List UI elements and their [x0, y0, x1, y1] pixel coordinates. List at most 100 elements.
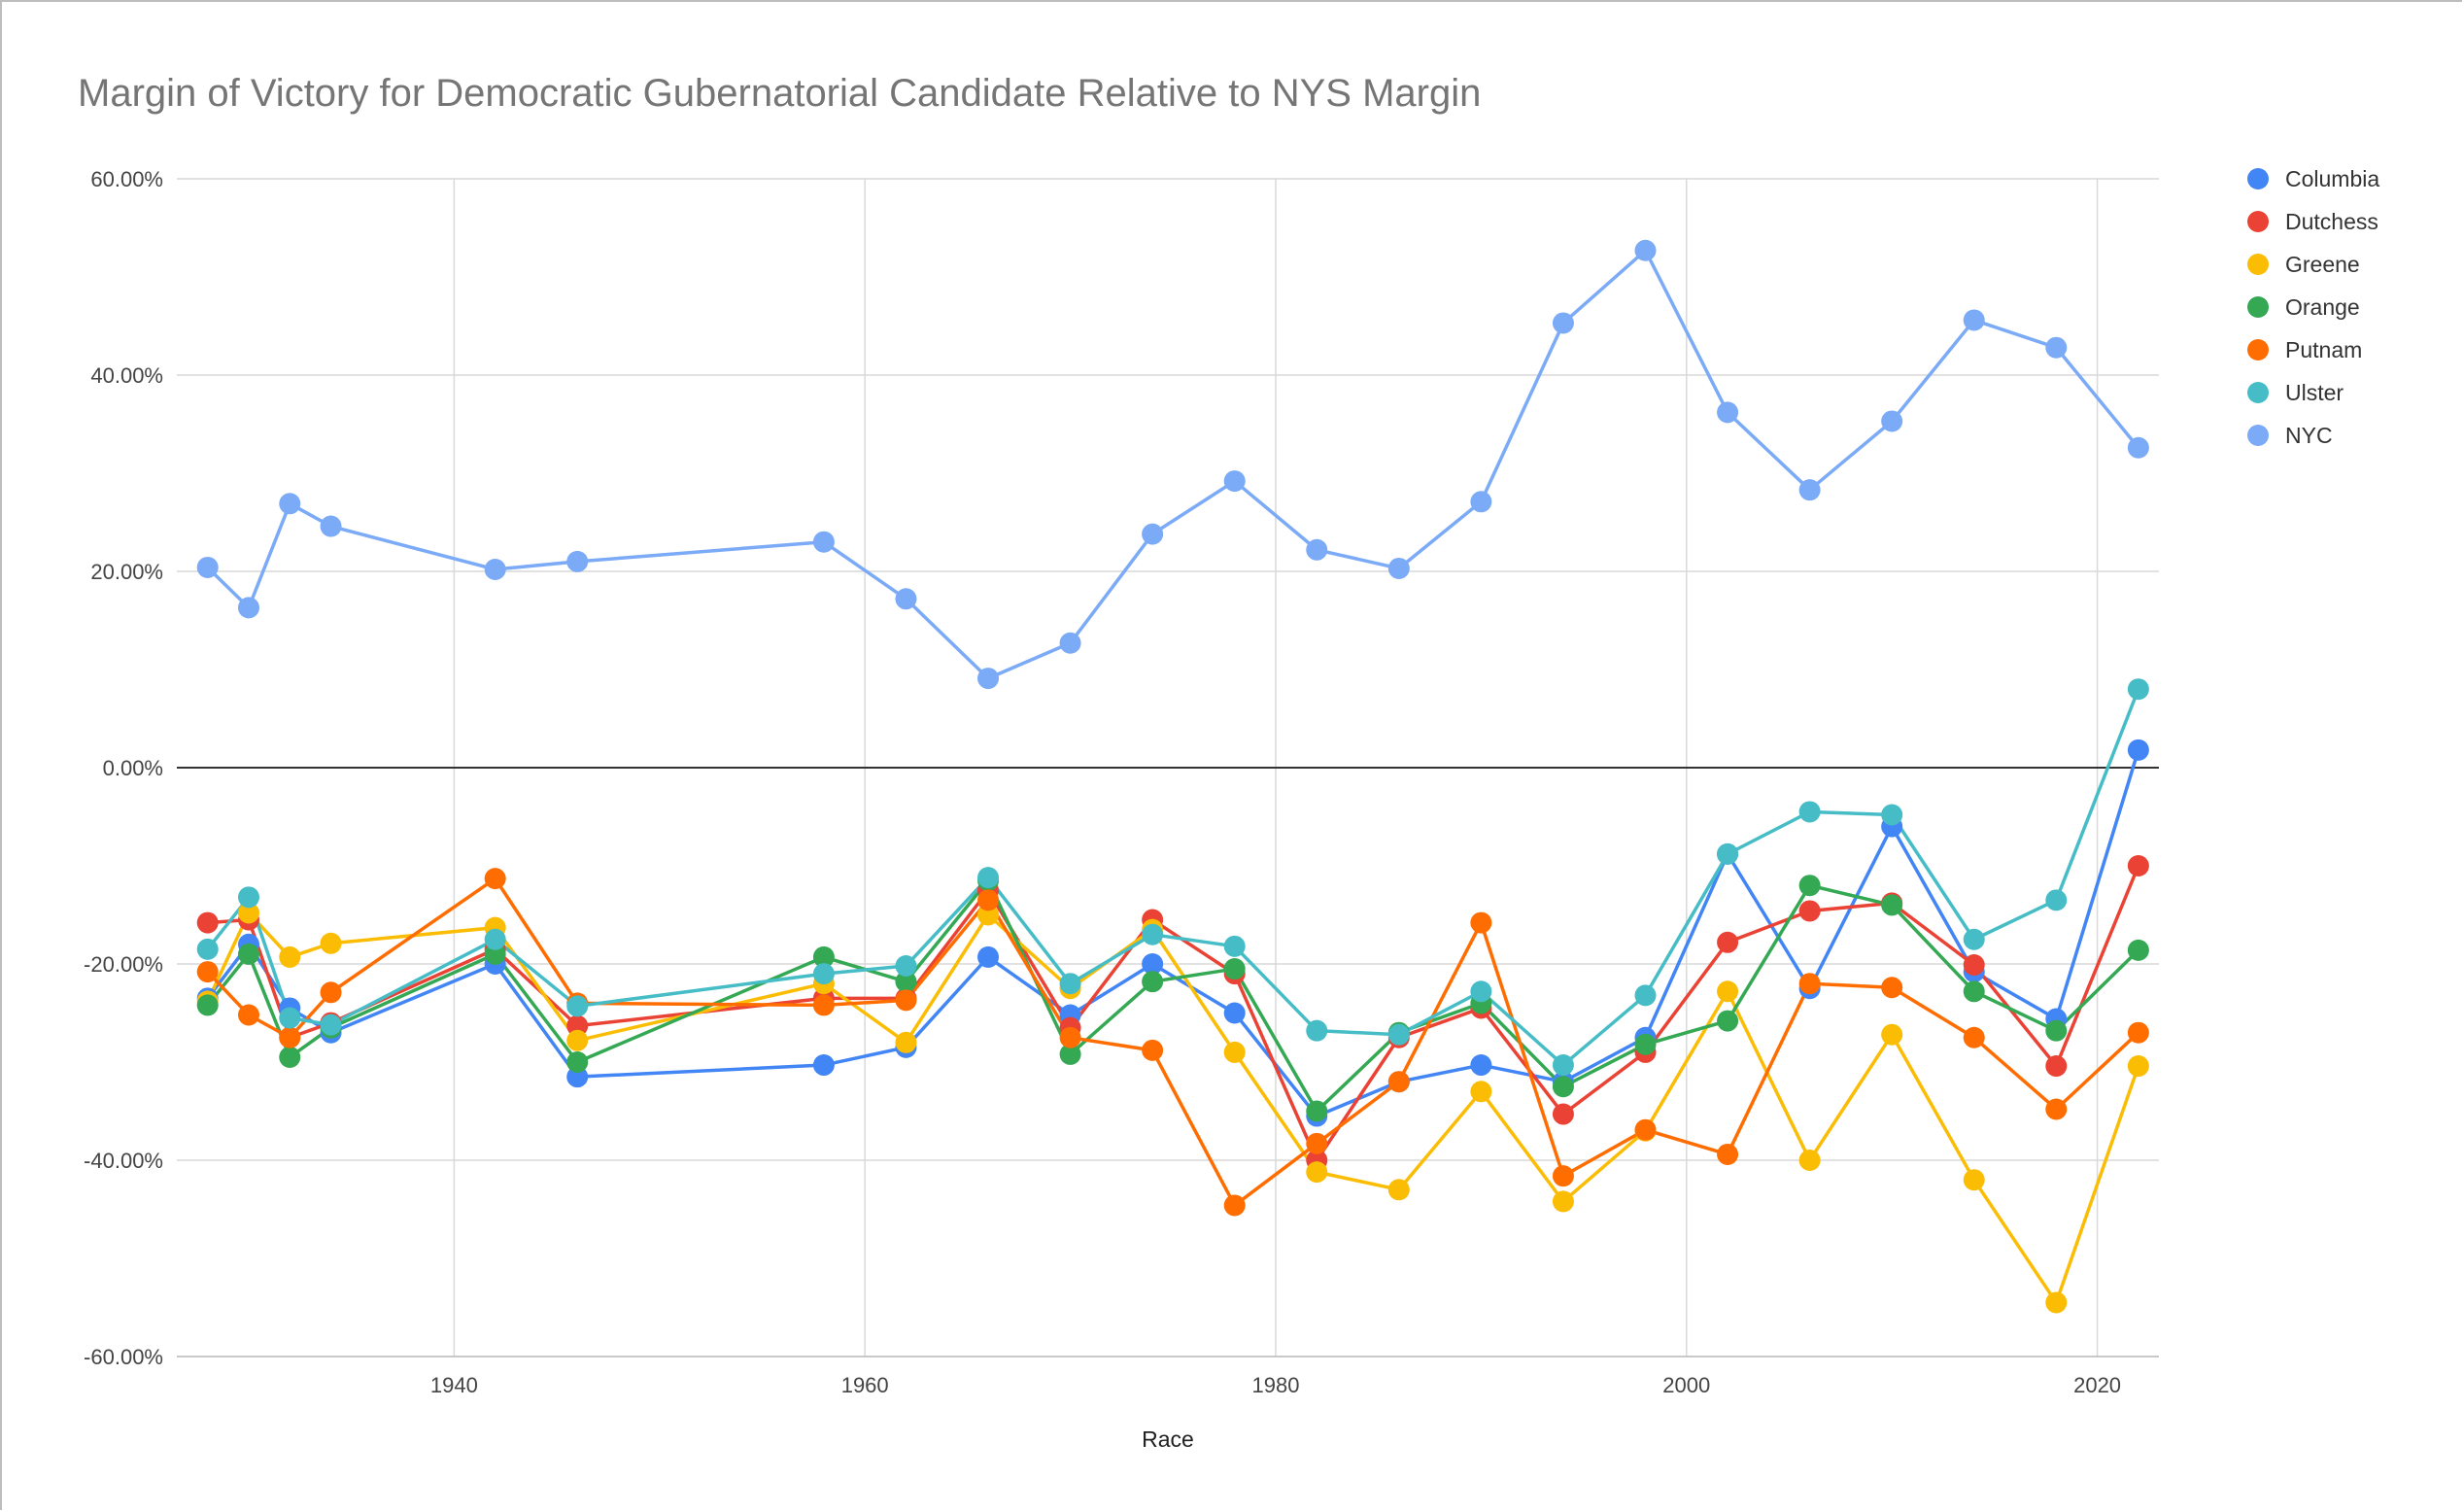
legend-marker	[2247, 254, 2269, 275]
data-point	[812, 945, 835, 968]
legend-label: Dutchess	[2285, 209, 2378, 234]
data-point	[1142, 953, 1164, 975]
data-point	[566, 1029, 589, 1051]
data-point	[1634, 1118, 1657, 1141]
data-point	[1306, 1132, 1328, 1154]
data-point	[2045, 1055, 2068, 1078]
data-point	[1223, 1002, 1246, 1024]
series-line	[206, 248, 2140, 680]
data-point	[1717, 980, 1739, 1003]
data-point	[1470, 491, 1492, 513]
data-point	[1223, 1194, 1246, 1217]
data-point	[977, 889, 1000, 911]
data-point	[1881, 977, 1903, 999]
data-point	[895, 1031, 917, 1053]
data-point	[895, 955, 917, 978]
data-point	[1470, 911, 1492, 934]
y-tick-label: 20.00%	[90, 560, 163, 584]
data-point	[2127, 436, 2149, 459]
data-point	[1223, 470, 1246, 493]
legend-label: Columbia	[2285, 166, 2379, 191]
x-axis-ticks: 1940 1960 1980 2000 2020	[430, 1373, 2121, 1397]
data-point	[320, 515, 342, 537]
data-point	[484, 943, 506, 965]
data-point	[196, 961, 219, 983]
legend-marker	[2247, 168, 2269, 189]
data-point	[1142, 523, 1164, 545]
x-tick-label: 2020	[2073, 1373, 2121, 1397]
data-point	[196, 911, 219, 934]
data-point	[2127, 855, 2149, 876]
data-point	[895, 588, 917, 610]
data-point	[237, 597, 259, 619]
data-point	[279, 1026, 301, 1048]
data-point	[320, 981, 342, 1004]
data-point	[812, 963, 835, 985]
legend-marker	[2247, 339, 2269, 361]
data-point	[1552, 312, 1574, 334]
series-nyc	[206, 248, 2140, 680]
data-point	[812, 1054, 835, 1077]
data-point	[566, 1066, 589, 1088]
data-point	[812, 994, 835, 1016]
data-point	[237, 1004, 259, 1026]
data-point	[1552, 1076, 1574, 1098]
data-point	[237, 902, 259, 924]
data-point	[484, 868, 506, 890]
legend-label: Putnam	[2285, 337, 2362, 362]
data-point	[196, 556, 219, 578]
data-point	[1552, 1190, 1574, 1213]
data-point	[1223, 958, 1246, 980]
data-point	[895, 971, 917, 993]
x-tick-label: 1940	[430, 1373, 478, 1397]
data-point	[1387, 1023, 1410, 1046]
legend-marker	[2247, 211, 2269, 232]
data-point	[977, 904, 1000, 926]
data-point	[2127, 678, 2149, 701]
data-point	[320, 1014, 342, 1036]
data-point	[1798, 973, 1821, 995]
data-point	[895, 989, 917, 1012]
data-point	[566, 995, 589, 1017]
data-point	[1963, 1169, 1985, 1191]
series-points-putnam	[196, 868, 2149, 1217]
data-point	[1387, 557, 1410, 579]
data-point	[1223, 1041, 1246, 1063]
data-point	[279, 945, 301, 968]
data-point	[196, 938, 219, 960]
data-point	[1634, 239, 1657, 261]
y-tick-label: 40.00%	[90, 363, 163, 388]
x-tick-label: 2000	[1662, 1373, 1710, 1397]
x-tick-label: 1980	[1252, 1373, 1300, 1397]
y-tick-label: 60.00%	[90, 167, 163, 191]
data-point	[1552, 1054, 1574, 1077]
data-point	[1798, 1150, 1821, 1171]
data-point	[1059, 1026, 1081, 1048]
data-point	[1142, 1039, 1164, 1061]
data-point	[237, 886, 259, 909]
data-point	[1059, 632, 1081, 654]
data-point	[977, 668, 1000, 690]
data-point	[1552, 1103, 1574, 1125]
legend-label: Ulster	[2285, 380, 2344, 405]
data-point	[1963, 980, 1985, 1003]
data-point	[2045, 889, 2068, 911]
data-point	[566, 1051, 589, 1073]
data-point	[1963, 1026, 1985, 1048]
data-point	[1142, 923, 1164, 945]
data-point	[1963, 928, 1985, 950]
data-point	[977, 867, 1000, 889]
data-point	[1059, 1043, 1081, 1065]
data-point	[1387, 1179, 1410, 1201]
data-point	[1717, 401, 1739, 424]
data-point	[1059, 973, 1081, 995]
series-points-dutchess	[196, 855, 2149, 1171]
data-point	[1306, 1161, 1328, 1184]
data-point	[1387, 1071, 1410, 1093]
data-point	[1881, 1023, 1903, 1046]
data-point	[1470, 980, 1492, 1003]
legend-marker	[2247, 296, 2269, 318]
x-tick-label: 1960	[841, 1373, 889, 1397]
